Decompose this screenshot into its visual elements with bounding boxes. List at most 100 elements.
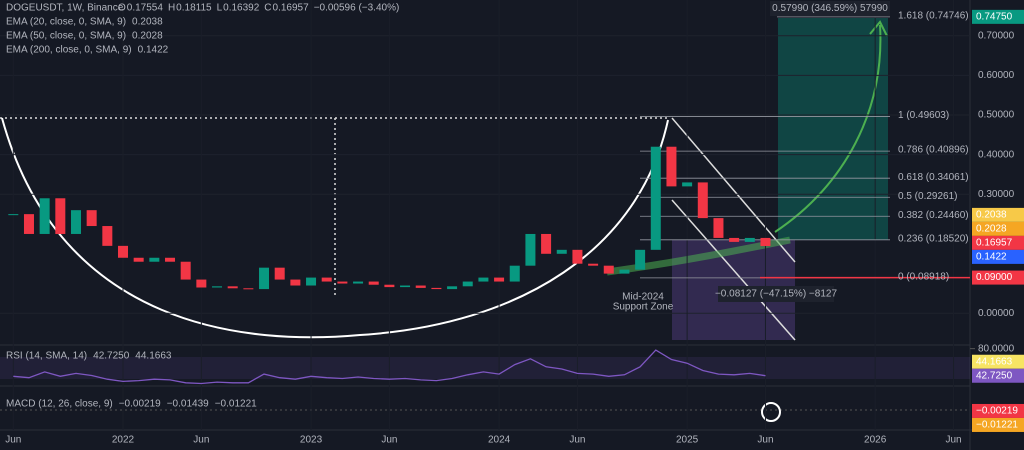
candle: [259, 267, 270, 290]
candle: [697, 182, 708, 219]
marks: [8, 1, 1024, 432]
candle: [368, 281, 379, 285]
price-tag-label: 0.74750: [976, 11, 1013, 22]
price-tag-label: 0.2028: [976, 224, 1007, 235]
rsi-title: RSI (14, SMA, 14): [6, 351, 87, 362]
zone-label: Mid-2024: [622, 292, 664, 303]
rsi-tick-label: 80.0000: [978, 343, 1015, 354]
candle: [149, 257, 160, 262]
x-tick-label: Jun: [5, 435, 21, 446]
macd-readout: −0.01221: [215, 399, 257, 410]
y-tick-label: 0.70000: [978, 30, 1015, 41]
macd-title: MACD (12, 26, close, 9): [6, 399, 113, 410]
candle: [290, 279, 301, 286]
ohlc-value: 0.18115: [176, 3, 212, 14]
candle: [462, 281, 473, 287]
indicator-label: EMA (200, close, 0, SMA, 9): [6, 45, 132, 56]
rsi-line: [13, 349, 766, 385]
x-tick-label: 2022: [112, 435, 135, 446]
fib-label: 1.618 (0.74746): [898, 11, 969, 22]
indicator-value: 0.2028: [132, 31, 163, 42]
x-tick-label: Jun: [757, 435, 773, 446]
fib-label: 0.382 (0.24460): [898, 210, 969, 221]
ohlc-key: C: [264, 3, 271, 14]
candle: [118, 245, 128, 258]
price-tag: [972, 221, 1024, 236]
candle: [556, 249, 567, 254]
price-tag-label: −0.00219: [976, 406, 1018, 417]
ohlc-key: H: [168, 3, 175, 14]
price-tag-label: 0.2038: [976, 210, 1007, 221]
candle: [227, 286, 238, 289]
price-tag-label: −0.01221: [976, 420, 1018, 431]
x-tick-label: 2025: [676, 435, 699, 446]
price-tag: [972, 354, 1024, 369]
candle: [635, 249, 646, 270]
labels: DOGEUSDT, 1W, Binance O 0.17554 H 0.18115 L 0…: [5, 3, 1018, 446]
candle: [70, 210, 81, 234]
support-zone: [606, 236, 791, 276]
ohlc-value: 0.17554: [127, 3, 164, 14]
candle: [212, 286, 223, 288]
indicator-value: 0.2038: [132, 17, 163, 28]
price-tag-label: 0.16957: [976, 238, 1013, 249]
candle: [306, 277, 317, 286]
price-tag: [972, 9, 1024, 24]
candle: [353, 281, 364, 284]
fib-label: 0.786 (0.40896): [898, 145, 969, 156]
price-tag-label: 0.09000: [976, 272, 1013, 283]
candle: [431, 287, 442, 290]
fib-label: 0.618 (0.34061): [898, 172, 969, 183]
candle: [509, 265, 520, 282]
ohlc-value: 0.16392: [223, 3, 260, 14]
x-tick-label: 2023: [300, 435, 323, 446]
candle: [86, 210, 97, 227]
candle: [102, 226, 113, 246]
arrow: [774, 24, 882, 233]
channel-line: [671, 117, 796, 263]
x-tick-label: 2024: [488, 435, 511, 446]
gain-box: [770, 1, 890, 16]
fib-label: 0 (0.08918): [898, 272, 949, 283]
candle: [447, 286, 458, 290]
candle: [23, 214, 34, 234]
symbol: DOGEUSDT, 1W, Binance: [6, 3, 124, 14]
candle: [55, 198, 66, 234]
price-tag: [972, 270, 1024, 285]
loss-label: −0.08127 (−47.15%) −8127: [715, 289, 837, 300]
x-tick-label: Jun: [569, 435, 585, 446]
cup-arc: [1, 117, 669, 339]
fib-label: 0.236 (0.18520): [898, 233, 969, 244]
x-tick-label: 2026: [864, 435, 887, 446]
loss-box-label-bg: [718, 286, 834, 302]
fib-label: 0.5 (0.29261): [898, 191, 958, 202]
y-tick-label: 0.60000: [978, 70, 1015, 81]
change: −0.00596 (−3.40%): [314, 3, 400, 14]
candle: [384, 284, 395, 288]
rsi-readout: 42.7250: [93, 351, 130, 362]
candle: [713, 218, 724, 238]
y-tick-label: 0.50000: [978, 110, 1015, 121]
indicator-value: 0.1422: [138, 45, 169, 56]
price-tag: [972, 249, 1024, 264]
channel-line: [671, 199, 796, 341]
price-tag-label: 0.1422: [976, 252, 1007, 263]
x-tick-label: Jun: [193, 435, 209, 446]
price-tag-label: 44.1663: [976, 356, 1013, 367]
candle: [525, 233, 536, 266]
indicator-label: EMA (20, close, 0, SMA, 9): [6, 17, 126, 28]
macd-circle: [761, 402, 781, 422]
y-tick-label: 0.00000: [978, 308, 1015, 319]
ohlc-key: L: [217, 3, 223, 14]
price-tag: [972, 235, 1024, 250]
candle: [243, 288, 254, 290]
rsi-readout: 44.1663: [135, 351, 172, 362]
candle: [572, 249, 583, 264]
arrow-head: [869, 20, 888, 37]
price-tag: [972, 207, 1024, 222]
candle: [415, 285, 426, 288]
x-tick-label: Jun: [381, 435, 397, 446]
y-tick-label: 0.30000: [978, 189, 1015, 200]
